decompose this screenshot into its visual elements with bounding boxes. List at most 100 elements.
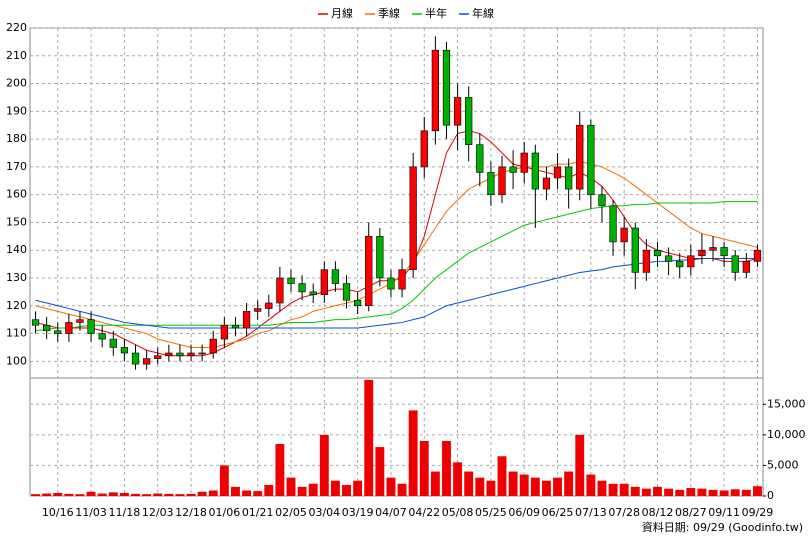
y-tick-label: 200 (6, 77, 27, 90)
candle-body (653, 249, 662, 257)
volume-bar (42, 493, 52, 496)
volume-bar (375, 447, 385, 496)
candle-body (720, 247, 728, 257)
candle-body (287, 277, 295, 284)
candle-body (742, 261, 750, 273)
candle-body (531, 152, 539, 190)
ma-line (35, 201, 758, 332)
candle-body (487, 172, 495, 195)
candle-body (31, 319, 40, 326)
candle-body (587, 124, 595, 195)
ma-line (35, 160, 758, 348)
candle-body (165, 352, 173, 357)
volume-bar (319, 434, 329, 496)
x-tick-label: 08/12 (642, 506, 674, 519)
candle-body (542, 177, 551, 190)
candle-body (242, 311, 251, 329)
candle-body (43, 324, 51, 332)
volume-bar (264, 484, 274, 496)
candle-body (753, 249, 762, 262)
x-tick-label: 08/27 (675, 506, 707, 519)
volume-bar (31, 494, 40, 496)
volume-bar (164, 493, 174, 496)
volume-bar (219, 465, 229, 496)
volume-bar (430, 471, 440, 496)
volume-bar (719, 490, 729, 496)
x-tick-label: 07/13 (575, 506, 607, 519)
y2-tick-label: 10,000 (767, 428, 806, 441)
candle-body (76, 319, 84, 323)
volume-bar (131, 493, 140, 496)
x-tick-label: 09/29 (742, 506, 774, 519)
x-tick-label: 06/09 (508, 506, 540, 519)
candle-body (476, 144, 484, 173)
y-tick-label: 220 (6, 21, 27, 34)
candle-body (609, 205, 617, 243)
volume-bar (186, 493, 196, 496)
y-tick-label: 150 (6, 215, 27, 228)
volume-bar (697, 488, 707, 496)
candle-body (565, 166, 573, 190)
candle-body (453, 97, 462, 126)
candle-body (687, 255, 695, 268)
candle-body (109, 338, 117, 348)
volume-bar (397, 483, 407, 496)
ma-line (35, 130, 758, 357)
candle-body (664, 255, 673, 262)
volume-bar (342, 484, 351, 496)
candle-body (187, 352, 195, 357)
volume-bar (564, 471, 574, 496)
y-tick-label: 100 (6, 354, 27, 367)
candle-body (131, 352, 140, 365)
volume-bar (708, 489, 718, 496)
candle-body (465, 97, 473, 145)
volume-bar (530, 477, 540, 496)
volume-bar (653, 486, 662, 496)
y-tick-label: 140 (6, 243, 27, 256)
volume-bar (97, 493, 107, 496)
volume-bar (442, 440, 451, 496)
volume-bar (541, 480, 551, 496)
x-tick-label: 03/04 (308, 506, 340, 519)
candle-body (198, 352, 206, 355)
volume-bar (753, 486, 762, 496)
volume-bar (586, 474, 596, 496)
candle-body (331, 269, 340, 284)
candle-body (553, 166, 562, 179)
volume-bar (364, 379, 374, 496)
x-tick-label: 06/25 (542, 506, 574, 519)
volume-bar (486, 480, 496, 496)
volume-bar (64, 493, 74, 496)
candle-body (731, 255, 739, 273)
volume-bar (464, 471, 474, 496)
x-tick-label: 11/03 (75, 506, 107, 519)
volume-bar (175, 494, 185, 496)
x-tick-label: 02/05 (275, 506, 307, 519)
y-tick-label: 190 (6, 104, 27, 117)
legend-label: 季線 (378, 6, 400, 20)
candle-body (520, 152, 528, 173)
candle-body (276, 277, 284, 304)
volume-bar (108, 492, 118, 496)
x-tick-label: 07/28 (608, 506, 640, 519)
candle-body (709, 247, 717, 251)
x-tick-label: 05/25 (475, 506, 507, 519)
legend-label: 月線 (331, 6, 353, 20)
candle-body (420, 130, 428, 168)
volume-bar (153, 493, 163, 496)
volume-bar (275, 444, 285, 496)
candle-body (498, 166, 506, 195)
volume-bar (197, 491, 207, 496)
candle-body (576, 124, 584, 190)
volume-bar (508, 471, 518, 496)
x-tick-label: 04/07 (375, 506, 407, 519)
y-tick-label: 180 (6, 132, 27, 145)
volume-bar (519, 474, 529, 496)
candle-body (631, 227, 639, 273)
candle-body (509, 166, 517, 173)
volume-bar (497, 456, 507, 496)
candle-body (54, 330, 62, 334)
y-tick-label: 160 (6, 188, 27, 201)
candle-body (387, 277, 395, 290)
volume-bar (608, 483, 618, 496)
